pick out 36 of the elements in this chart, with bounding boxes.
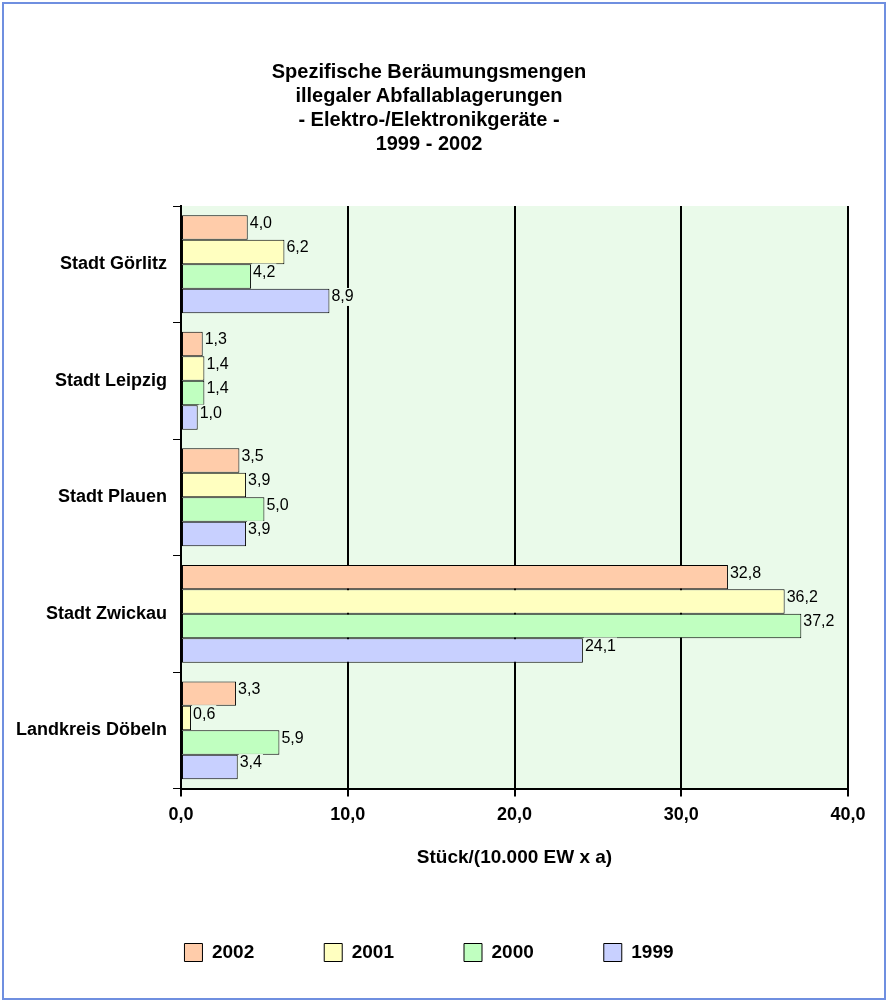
x-axis-title: Stück/(10.000 EW x a) [416, 845, 613, 867]
data-label: 8,9 [331, 287, 354, 305]
x-tick-label: 40,0 [830, 804, 866, 825]
data-label: 3,9 [248, 471, 271, 489]
legend-label: 2000 [491, 940, 534, 962]
x-tick-label: 10,0 [330, 804, 366, 825]
y-tick-label: Stadt Plauen [58, 486, 168, 507]
data-label: 3,5 [241, 447, 264, 464]
data-label: 3,4 [239, 753, 263, 771]
legend-label: 2001 [351, 940, 395, 962]
y-tick-label: Stadt Leipzig [55, 369, 168, 390]
data-label: 3,3 [238, 680, 261, 698]
legend-label: 1999 [631, 940, 674, 962]
data-label: 1,4 [206, 379, 229, 397]
x-tick-label: 0,0 [168, 804, 194, 825]
legend-label: 2002 [211, 940, 255, 962]
y-tick-label: Stadt Görlitz [60, 253, 168, 274]
data-label: 24,1 [584, 636, 617, 654]
y-tick-label: Stadt Zwickau [46, 602, 168, 623]
data-label: 1,4 [206, 354, 229, 372]
data-label: 1,3 [204, 330, 228, 348]
data-label: 36,2 [786, 587, 818, 605]
data-label: 4,2 [253, 262, 276, 280]
data-label: 1,0 [199, 403, 223, 421]
y-tick-label: Landkreis Döbeln [16, 719, 168, 740]
x-tick-label: 20,0 [496, 804, 533, 825]
data-label: 6,2 [286, 238, 309, 256]
data-label: 5,9 [281, 728, 304, 746]
chart-title: Spezifische Beräumungsmengen illegaler Abfallablagerungen - Elektro-/Elektronikgeräte - 1999 - 2002 [271, 59, 587, 154]
data-label: 5,0 [266, 495, 289, 513]
data-label: 37,2 [803, 612, 835, 630]
data-label: 4,0 [249, 213, 273, 231]
data-label: 32,8 [729, 563, 762, 581]
data-label: 0,6 [193, 704, 216, 722]
x-tick-label: 30,0 [663, 804, 699, 825]
data-label: 3,9 [248, 520, 271, 538]
